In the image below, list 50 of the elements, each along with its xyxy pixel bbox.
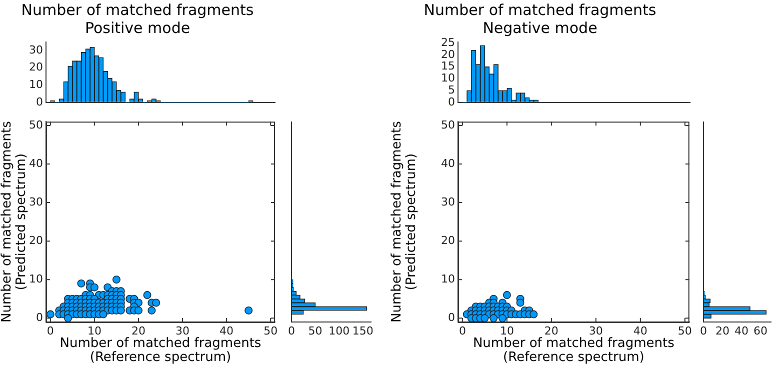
x-tick-label: 60	[754, 324, 768, 338]
x-tick-label: 0	[288, 324, 295, 338]
y-axis-title: Number of matched fragments (Predicted spectrum)	[0, 120, 29, 323]
x-tick-label: 0	[458, 324, 466, 338]
y-tick-label: 0	[448, 311, 455, 324]
x-tick-label: 50	[678, 324, 692, 338]
y-tick-label: 15	[441, 60, 455, 73]
y-tick-label: 10	[29, 272, 43, 286]
x-tick-label: 150	[352, 324, 374, 338]
y-tick-label: 20	[441, 48, 455, 61]
y-tick-label: 10	[441, 272, 455, 286]
y-tick-label: 30	[29, 43, 43, 56]
y-tick-label: 40	[29, 156, 43, 170]
y-tick-label: 40	[441, 156, 455, 170]
y-tick-label: 0	[36, 95, 43, 108]
y-tick-label: 20	[29, 234, 43, 247]
x-tick-label: 50	[264, 324, 278, 338]
y-tick-label: 50	[29, 118, 43, 132]
y-tick-label: 25	[441, 36, 455, 50]
x-axis-title: Number of matched fragments (Reference spectrum)	[472, 336, 675, 365]
x-tick-label: 50	[308, 324, 322, 338]
y-tick-label: 0	[36, 311, 43, 324]
y-tick-label: 20	[441, 234, 455, 247]
y-tick-label: 10	[29, 78, 43, 91]
x-tick-label: 100	[328, 324, 350, 338]
x-tick-label: 40	[734, 324, 749, 338]
x-tick-label: 0	[700, 324, 707, 338]
x-tick-label: 0	[46, 324, 54, 338]
chart-title: Number of matched fragments	[21, 0, 254, 19]
x-tick-label: 20	[544, 324, 558, 338]
chart-subtitle: Negative mode	[482, 18, 598, 37]
x-tick-label: 20	[716, 324, 730, 338]
x-tick-label: 40	[220, 324, 234, 338]
y-tick-label: 5	[448, 83, 455, 96]
chart-subtitle: Positive mode	[84, 18, 190, 37]
y-tick-label: 20	[29, 60, 43, 74]
x-tick-label: 40	[633, 324, 648, 338]
y-tick-label: 10	[441, 72, 455, 85]
y-tick-label: 0	[448, 95, 455, 108]
x-axis-title: Number of matched fragments (Reference spectrum)	[60, 336, 262, 365]
y-tick-label: 30	[29, 195, 43, 208]
x-tick-label: 30	[176, 324, 190, 338]
y-tick-label: 30	[441, 195, 455, 208]
x-tick-label: 10	[500, 324, 514, 338]
x-tick-label: 10	[87, 324, 102, 338]
y-tick-label: 50	[441, 118, 455, 132]
x-tick-label: 30	[588, 324, 603, 338]
x-tick-label: 20	[131, 324, 146, 338]
y-axis-title: Number of matched fragments (Predicted spectrum)	[390, 120, 419, 323]
chart-title: Number of matched fragments	[424, 0, 656, 19]
